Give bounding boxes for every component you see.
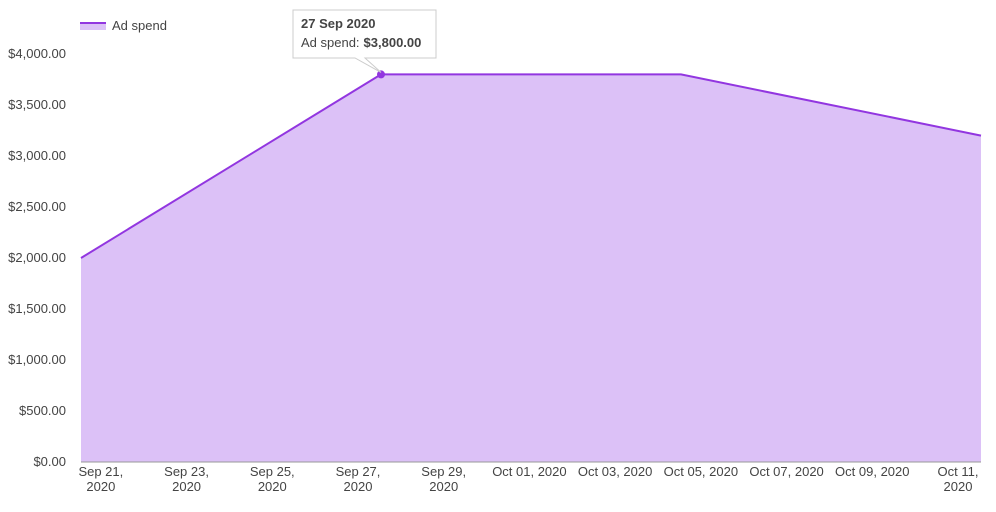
y-tick-label: $1,000.00 — [8, 352, 66, 367]
y-tick-label: $3,000.00 — [8, 148, 66, 163]
legend-swatch — [80, 22, 106, 30]
tooltip-value: $3,800.00 — [364, 35, 422, 50]
y-tick-label: $3,500.00 — [8, 97, 66, 112]
hover-point — [377, 70, 385, 79]
x-tick-label: Oct 09, 2020 — [835, 464, 909, 479]
tooltip-title: 27 Sep 2020 — [301, 16, 375, 31]
tooltip-text: Ad spend: $3,800.00 — [301, 35, 421, 50]
y-tick-label: $1,500.00 — [8, 301, 66, 316]
y-tick-label: $2,000.00 — [8, 250, 66, 265]
x-tick-label: Oct 07, 2020 — [749, 464, 823, 479]
x-tick-label: Oct 11, 2020 — [938, 464, 979, 494]
legend-label: Ad spend — [112, 18, 167, 33]
x-tick-label: Sep 27, 2020 — [336, 464, 381, 494]
tooltip: 27 Sep 2020 Ad spend: $3,800.00 — [292, 9, 437, 73]
y-tick-label: $2,500.00 — [8, 199, 66, 214]
x-tick-label: Sep 29, 2020 — [421, 464, 466, 494]
line — [80, 73, 982, 259]
x-tick-label: Sep 23, 2020 — [164, 464, 209, 494]
x-tick-label: Sep 25, 2020 — [250, 464, 295, 494]
x-tick-label: Oct 03, 2020 — [578, 464, 652, 479]
y-tick-label: $500.00 — [19, 403, 66, 418]
tooltip-box — [292, 9, 437, 73]
area — [81, 74, 981, 463]
x-tick-label: Sep 21, 2020 — [78, 464, 123, 494]
x-tick-label: Oct 05, 2020 — [664, 464, 738, 479]
x-tick-label: Oct 01, 2020 — [492, 464, 566, 479]
y-tick-label: $4,000.00 — [8, 46, 66, 61]
y-tick-label: $0.00 — [33, 454, 66, 469]
tooltip-label: Ad spend: — [301, 35, 360, 50]
